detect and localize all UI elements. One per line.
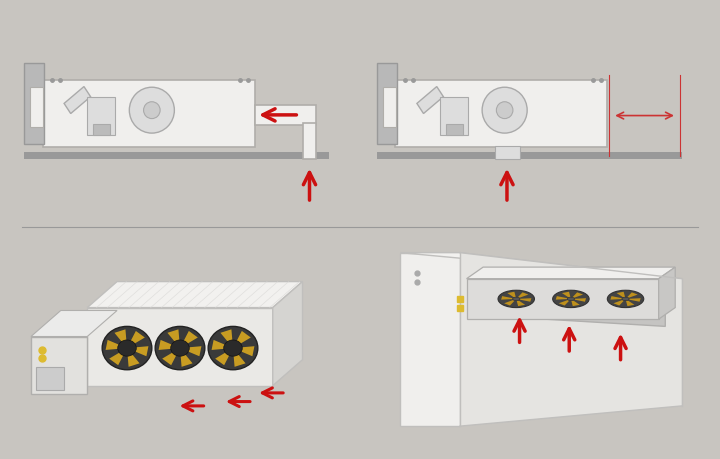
Polygon shape: [613, 299, 626, 306]
Polygon shape: [571, 299, 580, 307]
Polygon shape: [180, 348, 192, 367]
Polygon shape: [562, 292, 571, 299]
Polygon shape: [400, 253, 460, 426]
Polygon shape: [64, 87, 91, 114]
Circle shape: [224, 340, 242, 356]
Polygon shape: [516, 293, 528, 299]
Polygon shape: [127, 331, 145, 348]
Ellipse shape: [567, 297, 575, 301]
FancyBboxPatch shape: [42, 81, 255, 148]
Circle shape: [102, 327, 152, 370]
FancyBboxPatch shape: [24, 64, 44, 145]
Polygon shape: [473, 289, 665, 327]
Polygon shape: [467, 279, 659, 319]
Polygon shape: [516, 299, 525, 307]
FancyBboxPatch shape: [495, 147, 520, 160]
FancyBboxPatch shape: [255, 106, 316, 125]
Polygon shape: [127, 348, 140, 367]
Polygon shape: [626, 293, 638, 299]
FancyBboxPatch shape: [30, 87, 43, 128]
Polygon shape: [212, 340, 233, 350]
Ellipse shape: [553, 291, 589, 308]
Polygon shape: [215, 348, 233, 365]
FancyBboxPatch shape: [377, 64, 397, 145]
FancyBboxPatch shape: [87, 97, 115, 136]
Polygon shape: [556, 297, 571, 300]
Polygon shape: [31, 337, 87, 394]
Polygon shape: [467, 268, 675, 279]
Circle shape: [143, 102, 160, 119]
Polygon shape: [473, 278, 665, 289]
Polygon shape: [559, 299, 571, 306]
Circle shape: [130, 88, 174, 134]
Polygon shape: [501, 297, 516, 300]
FancyBboxPatch shape: [383, 87, 396, 128]
Polygon shape: [168, 330, 180, 348]
Polygon shape: [417, 87, 444, 114]
FancyBboxPatch shape: [440, 97, 468, 136]
Polygon shape: [162, 348, 180, 365]
Circle shape: [118, 340, 136, 356]
Polygon shape: [508, 292, 516, 299]
Polygon shape: [659, 268, 675, 319]
Polygon shape: [87, 282, 302, 308]
FancyBboxPatch shape: [446, 125, 462, 136]
Polygon shape: [87, 308, 273, 386]
Polygon shape: [233, 331, 251, 348]
Polygon shape: [516, 298, 531, 302]
Polygon shape: [106, 340, 127, 350]
FancyBboxPatch shape: [93, 125, 109, 136]
Polygon shape: [109, 348, 127, 365]
Polygon shape: [626, 298, 641, 302]
Polygon shape: [180, 331, 198, 348]
Circle shape: [482, 88, 527, 134]
Polygon shape: [233, 347, 254, 357]
Polygon shape: [616, 292, 626, 299]
Polygon shape: [611, 297, 626, 300]
Ellipse shape: [607, 291, 644, 308]
Polygon shape: [220, 330, 233, 348]
Polygon shape: [400, 253, 682, 279]
Polygon shape: [504, 299, 516, 306]
Polygon shape: [460, 253, 682, 426]
Ellipse shape: [513, 297, 520, 301]
Polygon shape: [571, 293, 583, 299]
Polygon shape: [158, 340, 180, 350]
Polygon shape: [114, 330, 127, 348]
FancyBboxPatch shape: [303, 123, 316, 160]
FancyBboxPatch shape: [24, 152, 329, 160]
Circle shape: [171, 340, 189, 356]
Polygon shape: [127, 347, 148, 357]
Polygon shape: [233, 348, 246, 367]
FancyBboxPatch shape: [36, 367, 64, 390]
Polygon shape: [273, 282, 302, 386]
Circle shape: [156, 327, 205, 370]
Circle shape: [496, 102, 513, 119]
FancyBboxPatch shape: [395, 81, 607, 148]
Polygon shape: [180, 347, 202, 357]
Polygon shape: [31, 311, 117, 337]
Polygon shape: [571, 298, 586, 302]
Circle shape: [208, 327, 258, 370]
Ellipse shape: [498, 291, 534, 308]
Ellipse shape: [622, 297, 629, 301]
FancyBboxPatch shape: [377, 152, 682, 160]
Polygon shape: [626, 299, 634, 307]
